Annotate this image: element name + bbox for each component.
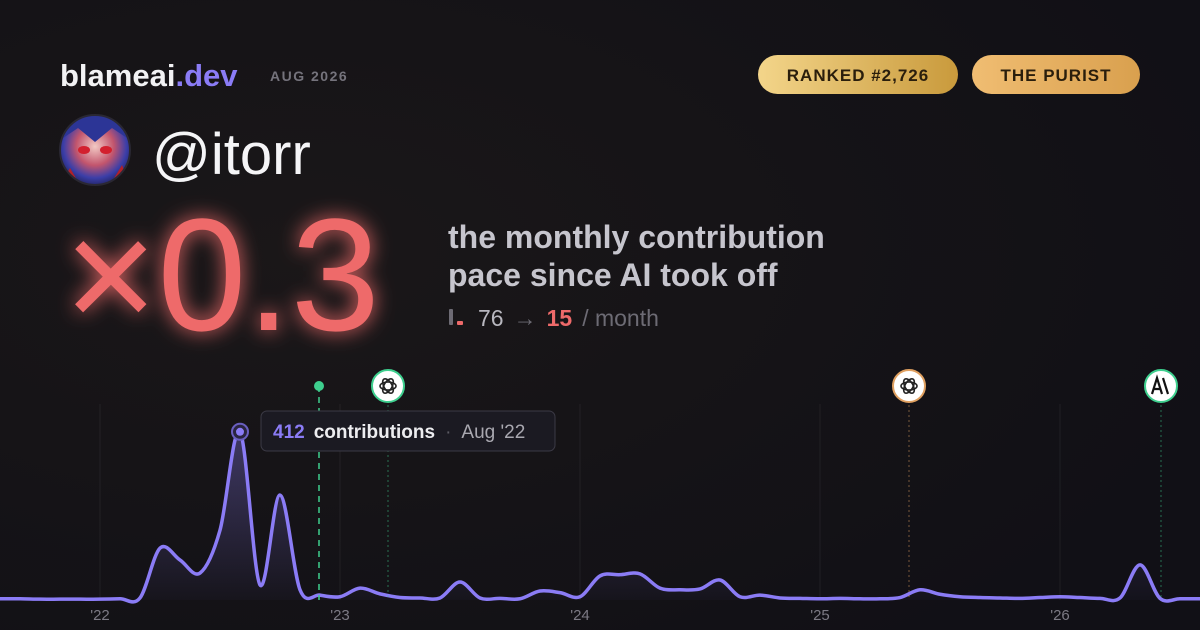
tooltip-box <box>260 410 556 452</box>
pace-before: 76 <box>478 305 504 331</box>
pace-icon <box>449 309 453 325</box>
tooltip-value: 412 <box>273 422 305 443</box>
badge <box>972 55 1140 94</box>
x-tick-label: '26 <box>1050 607 1070 624</box>
pace: 76 → 15 / month <box>478 305 659 331</box>
description-line: the monthly contribution <box>448 219 825 255</box>
highlight-dot <box>236 427 244 436</box>
x-tick-label: '25 <box>810 607 830 624</box>
tooltip: 412 contributions · Aug '22 <box>260 410 556 452</box>
area <box>0 431 1200 602</box>
badge-text: THE PURIST <box>1000 66 1111 85</box>
pace-icon <box>457 321 463 325</box>
line <box>0 429 1200 604</box>
chart: '22 '23 '24 '25 '26 <box>0 404 1200 624</box>
tooltip-date: Aug '22 <box>461 422 525 443</box>
x-tick-label: '24 <box>570 607 590 624</box>
multiplier: ×0.3 <box>64 185 380 364</box>
date: AUG 2026 <box>270 68 348 84</box>
brand: blameai.dev <box>60 58 238 93</box>
avatar <box>60 115 130 185</box>
handle: @itorr <box>152 122 311 187</box>
openai-icon <box>892 369 926 403</box>
anthropic-icon <box>1144 369 1178 403</box>
x-tick-label: '23 <box>330 607 350 624</box>
tooltip-sep: · <box>445 422 451 443</box>
ai-marker <box>314 381 324 391</box>
x-tick-label: '22 <box>90 607 110 624</box>
openai-icon <box>371 369 405 403</box>
brand-suffix: .dev <box>175 58 238 93</box>
description-line: pace since AI took off <box>448 257 778 293</box>
pace-unit: / month <box>582 305 659 331</box>
badge-text: RANKED #2,726 <box>787 66 929 85</box>
avatar-ring <box>59 114 131 186</box>
brand-name: blameai <box>60 58 175 93</box>
pace-after: 15 <box>547 305 573 331</box>
pace-arrow: → <box>514 305 537 331</box>
tooltip-label: contributions <box>314 422 435 443</box>
badge <box>758 55 958 94</box>
tooltip-text: 412 contributions · Aug '22 <box>273 422 525 443</box>
